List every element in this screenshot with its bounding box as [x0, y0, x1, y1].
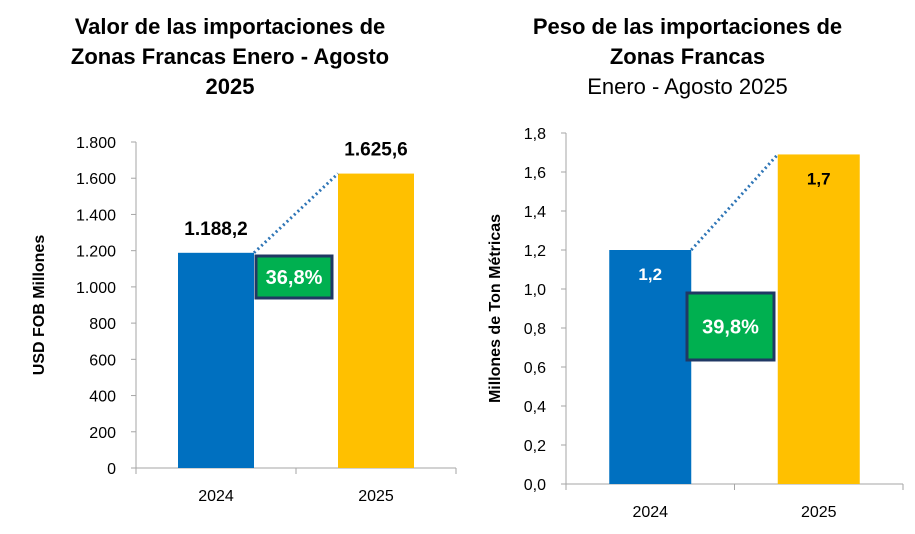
growth-connector — [252, 172, 340, 254]
growth-label: 39,8% — [702, 317, 759, 339]
x-tick-label: 2025 — [358, 488, 394, 505]
growth-badge — [254, 254, 334, 300]
title-line-3: 2025 — [205, 74, 255, 99]
data-label: 1,7 — [807, 169, 831, 188]
growth-label: 36,8% — [266, 267, 323, 289]
bar-2024 — [178, 252, 254, 468]
y-tick-label: 1,6 — [524, 165, 546, 182]
y-tick-label: 1,2 — [524, 243, 546, 260]
y-tick-label: 0,0 — [524, 477, 546, 494]
y-tick-label: 1,0 — [524, 282, 546, 299]
bar-2025 — [777, 154, 860, 484]
chart-plot: 0,0 0,2 0,4 0,6 0,8 1,0 1,2 1,4 1,6 1,8 2024 1,2 202… — [487, 126, 904, 521]
y-tick-label: 1.000 — [76, 280, 116, 297]
y-tick-label: 0,2 — [524, 438, 546, 455]
y-tick-label: 0,8 — [524, 321, 546, 338]
growth-badge — [685, 291, 776, 362]
y-tick-label: 800 — [89, 316, 116, 333]
y-tick-label: 1.400 — [76, 207, 116, 224]
data-label: 1,2 — [638, 265, 662, 284]
y-tick-label: 0 — [107, 461, 116, 478]
chart-title: Peso de las importaciones de Zonas Franc… — [460, 12, 915, 72]
y-tick-label: 1.600 — [76, 171, 116, 188]
y-tick-label: 1.200 — [76, 244, 116, 261]
title-line-1: Peso de las importaciones de — [532, 14, 843, 39]
x-tick-label: 2024 — [632, 504, 668, 521]
y-tick-label: 1,8 — [524, 126, 546, 143]
x-tick-label: 2024 — [198, 488, 234, 505]
chart-import-value: Valor de las importaciones de Zonas Fran… — [0, 12, 460, 505]
title-line-2: Zonas Francas — [609, 44, 766, 69]
y-axis-title: Millones de Ton Métricas — [487, 214, 504, 403]
title-line-1: Valor de las importaciones de — [74, 14, 386, 39]
y-tick-label: 400 — [89, 389, 116, 406]
chart-plot: 0 200 400 600 800 1.000 1.200 1.400 1.600 1.800 20… — [31, 135, 457, 505]
bar-2024 — [609, 250, 692, 484]
chart-import-weight: Peso de las importaciones de Zonas Franc… — [460, 0, 915, 534]
data-label: 1.188,2 — [184, 219, 247, 240]
x-tick-label: 2025 — [801, 504, 837, 521]
data-label: 1.625,6 — [344, 140, 407, 161]
y-tick-label: 1.800 — [76, 135, 116, 152]
y-tick-label: 200 — [89, 425, 116, 442]
y-axis-title: USD FOB Millones — [31, 235, 48, 376]
y-tick-label: 1,4 — [524, 204, 546, 221]
y-tick-label: 0,4 — [524, 399, 546, 416]
y-tick-label: 600 — [89, 352, 116, 369]
chart-title: Valor de las importaciones de Zonas Fran… — [0, 12, 460, 102]
y-tick-label: 0,6 — [524, 360, 546, 377]
chart-subtitle: Enero - Agosto 2025 — [587, 74, 788, 99]
growth-connector — [690, 153, 779, 252]
title-line-2: Zonas Francas Enero - Agosto — [70, 44, 390, 69]
bar-2025 — [338, 173, 414, 468]
